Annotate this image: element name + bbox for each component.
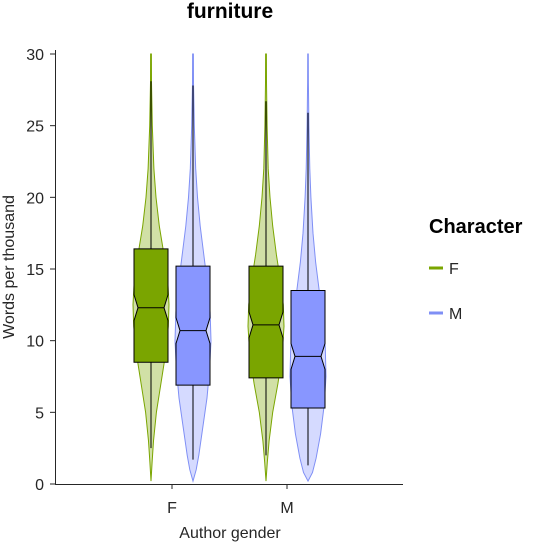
box-m-f [175, 265, 211, 386]
chart-title: furniture [187, 0, 273, 23]
x-axis-title: Author gender [179, 525, 281, 542]
plot-area [132, 53, 327, 483]
y-tick-label: 5 [35, 405, 44, 422]
legend: Character F M [429, 216, 523, 323]
legend-title: Character [429, 216, 523, 238]
box-f-m [248, 265, 284, 379]
y-tick-label: 10 [26, 334, 44, 351]
x-tick-label: M [280, 500, 293, 517]
y-tick-label: 20 [26, 190, 44, 207]
box-m-m [290, 290, 326, 409]
y-tick-label: 15 [26, 262, 44, 279]
y-tick-label: 0 [35, 477, 44, 494]
y-axis-title: Words per thousand [1, 195, 18, 339]
y-tick-label: 30 [26, 47, 44, 64]
x-tick-label: F [167, 500, 177, 517]
y-ticks: 0 5 10 15 20 25 30 [26, 47, 55, 494]
axes [55, 50, 403, 485]
legend-label-m: M [449, 306, 462, 323]
legend-label-f: F [449, 261, 459, 278]
y-tick-label: 25 [26, 119, 44, 136]
box-f-f [133, 248, 169, 363]
